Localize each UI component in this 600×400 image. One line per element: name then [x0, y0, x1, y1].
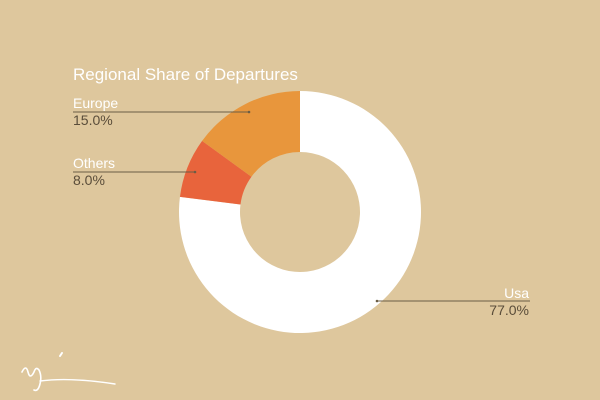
signature-watermark [21, 352, 116, 392]
leader-dot-europe [247, 110, 251, 114]
donut-slices [178, 91, 421, 333]
slice-label-europe: Europe [73, 95, 118, 111]
slice-others [179, 140, 252, 205]
chart-title: Regional Share of Departures [73, 65, 298, 84]
slice-usa [178, 91, 421, 333]
slice-percent-others: 8.0% [73, 172, 105, 188]
slice-label-usa: Usa [504, 285, 529, 301]
slice-percent-europe: 15.0% [73, 112, 113, 128]
slice-label-others: Others [73, 155, 115, 171]
leader-dot-others [193, 170, 197, 174]
slice-europe [202, 91, 300, 177]
slice-percent-usa: 77.0% [489, 302, 529, 318]
leader-dot-usa [375, 299, 379, 303]
